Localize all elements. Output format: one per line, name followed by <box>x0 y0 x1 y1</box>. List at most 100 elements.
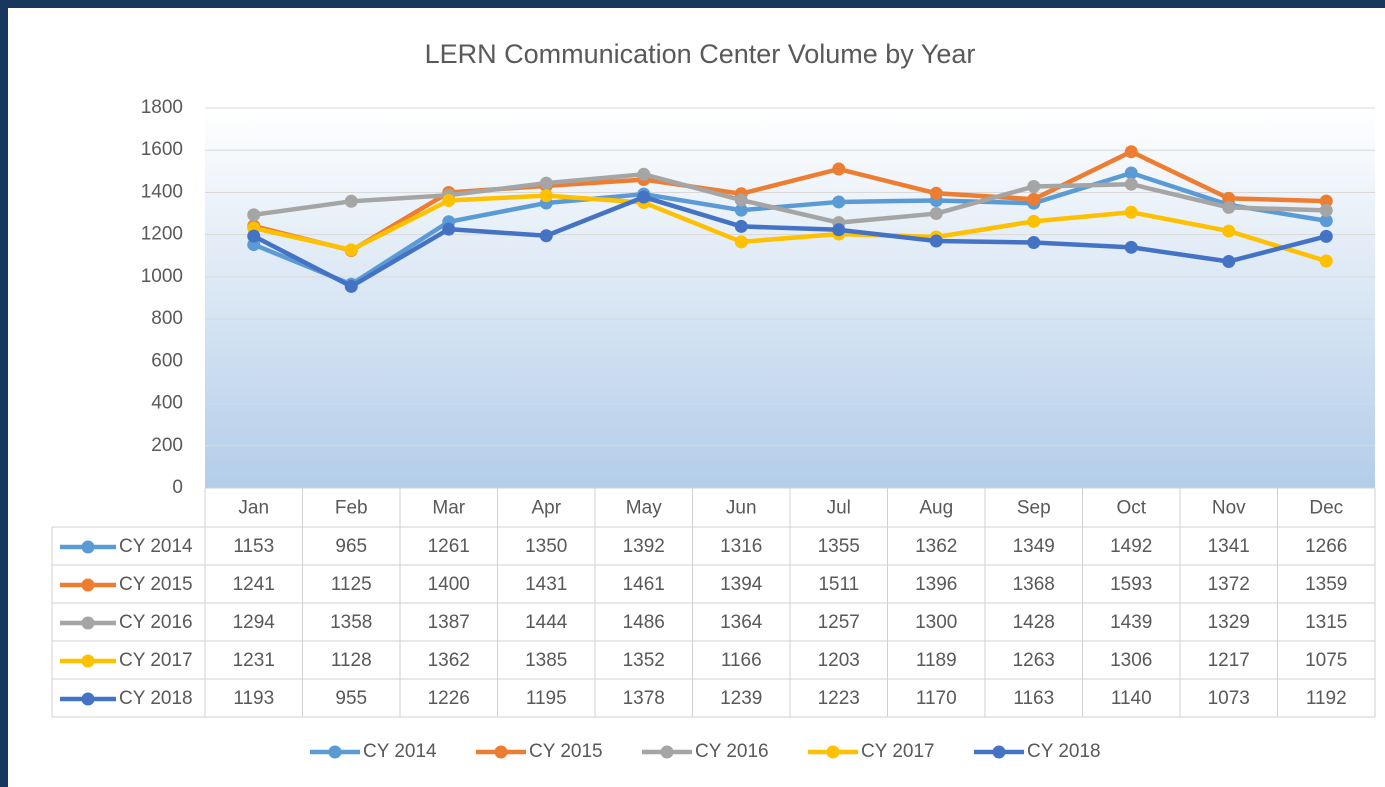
table-cell: 1239 <box>720 688 762 709</box>
series-marker <box>539 176 553 190</box>
table-cell: 1593 <box>1110 574 1152 595</box>
series-marker <box>637 190 651 204</box>
table-row-label: CY 2016 <box>119 612 193 633</box>
table-cell: 1329 <box>1208 612 1250 633</box>
table-cell: 1511 <box>818 574 859 595</box>
table-cell: 1349 <box>1013 536 1055 557</box>
table-cell: 1261 <box>428 536 470 557</box>
table-cell: 1352 <box>623 650 665 671</box>
series-marker <box>1124 166 1138 180</box>
series-marker <box>734 193 748 207</box>
table-cell: 1362 <box>428 650 470 671</box>
table-cell: 1226 <box>428 688 470 709</box>
series-line <box>253 172 1327 225</box>
table-cell: 1341 <box>1208 536 1250 557</box>
table-cell: 1372 <box>1208 574 1250 595</box>
table-cell: 1241 <box>233 574 275 595</box>
table-cell: 1217 <box>1208 650 1250 671</box>
series-marker <box>539 229 553 243</box>
legend-label: CY 2014 <box>363 741 437 762</box>
y-tick-label: 200 <box>151 435 183 456</box>
table-cell: 1355 <box>818 536 860 557</box>
series-marker <box>1124 205 1138 219</box>
series-marker <box>1319 254 1333 268</box>
legend-label: CY 2016 <box>695 741 769 762</box>
x-tick-label: Sep <box>1017 498 1051 519</box>
table-legend-key-marker <box>81 692 95 706</box>
table-cell: 1315 <box>1305 612 1347 633</box>
plot-area <box>205 108 1375 488</box>
series-marker <box>734 235 748 249</box>
legend-key-marker <box>328 745 342 759</box>
series-marker <box>637 167 651 181</box>
series-marker <box>344 279 358 293</box>
series-line <box>253 149 1327 253</box>
table-cell: 1444 <box>525 612 568 633</box>
series-marker <box>1027 214 1041 228</box>
series-marker <box>539 189 553 203</box>
series-line <box>252 194 1327 289</box>
series-marker <box>832 195 846 209</box>
table-cell: 965 <box>335 536 367 557</box>
table-cell: 1316 <box>720 536 762 557</box>
table-cell: 1385 <box>525 650 567 671</box>
table-cell: 1392 <box>623 536 665 557</box>
series-marker <box>1319 229 1333 243</box>
table-cell: 955 <box>335 688 367 709</box>
series-marker <box>1124 145 1138 159</box>
table-cell: 1153 <box>233 536 274 557</box>
series-marker <box>1027 192 1041 206</box>
x-tick-label: Dec <box>1309 498 1343 519</box>
legend-key-marker <box>660 745 674 759</box>
table-cell: 1263 <box>1013 650 1055 671</box>
table-cell: 1125 <box>331 574 372 595</box>
table-cell: 1166 <box>721 650 762 671</box>
y-tick-label: 0 <box>172 477 183 498</box>
legend-label: CY 2015 <box>529 741 603 762</box>
table-row-label: CY 2014 <box>119 536 193 557</box>
table-cell: 1193 <box>233 688 274 709</box>
series-marker <box>344 194 358 208</box>
series-line <box>253 193 1327 264</box>
chart-title: LERN Communication Center Volume by Year <box>425 39 976 69</box>
table-cell: 1128 <box>331 650 372 671</box>
series-marker <box>1222 191 1236 205</box>
table-cell: 1486 <box>623 612 665 633</box>
table-cell: 1163 <box>1013 688 1054 709</box>
series-marker <box>1319 194 1333 208</box>
series-marker <box>929 207 943 221</box>
x-tick-label: Oct <box>1116 498 1146 519</box>
table-cell: 1203 <box>818 650 860 671</box>
table-cell: 1170 <box>916 688 957 709</box>
table-cell: 1073 <box>1208 688 1250 709</box>
y-tick-label: 600 <box>151 350 183 371</box>
table-cell: 1358 <box>330 612 372 633</box>
series-marker <box>832 223 846 237</box>
table-cell: 1257 <box>818 612 860 633</box>
series-marker <box>247 208 261 222</box>
series-marker <box>344 243 358 257</box>
table-legend-key-marker <box>81 616 95 630</box>
y-tick-label: 1000 <box>141 266 183 287</box>
table-cell: 1223 <box>818 688 860 709</box>
series-marker <box>442 193 456 207</box>
table-cell: 1306 <box>1110 650 1152 671</box>
table-cell: 1231 <box>233 650 275 671</box>
series-marker <box>734 219 748 233</box>
series-marker <box>1319 203 1333 217</box>
table-cell: 1400 <box>428 574 470 595</box>
table-legend-key-marker <box>81 654 95 668</box>
x-tick-label: Nov <box>1212 498 1246 519</box>
series-marker <box>1124 240 1138 254</box>
table-cell: 1368 <box>1013 574 1055 595</box>
table-cell: 1492 <box>1110 536 1152 557</box>
table-cell: 1394 <box>720 574 763 595</box>
table-cell: 1378 <box>623 688 665 709</box>
y-tick-label: 1600 <box>141 139 183 160</box>
table-cell: 1362 <box>915 536 957 557</box>
series-marker <box>832 162 846 176</box>
x-tick-label: Apr <box>531 498 561 519</box>
y-tick-label: 800 <box>151 308 183 329</box>
y-tick-label: 1800 <box>141 97 183 118</box>
table-cell: 1192 <box>1306 688 1347 709</box>
